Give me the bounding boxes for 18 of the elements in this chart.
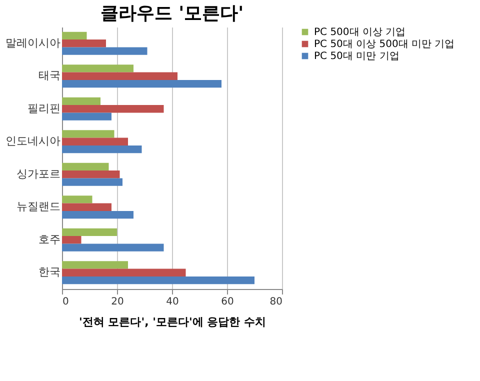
x-axis-title: '전혀 모른다', '모른다'에 응답한 수치	[79, 316, 266, 328]
x-tick-label: 80	[270, 296, 282, 308]
y-tick-label: 태국	[38, 69, 60, 82]
y-tick-label: 인도네시아	[6, 134, 60, 148]
y-tick-label: 뉴질랜드	[16, 200, 60, 214]
chart-title: 클라우드 '모른다'	[100, 3, 244, 24]
y-tick-label: 싱가포르	[16, 167, 60, 180]
x-tick-label: 0	[62, 296, 69, 308]
y-tick-label: 필리핀	[28, 102, 60, 115]
x-tick-label: 60	[221, 296, 234, 308]
x-tick-label: 40	[166, 296, 179, 308]
y-tick-label: 말레이시아	[6, 36, 60, 50]
legend-label: PC 500대 이상 기업	[314, 27, 406, 38]
legend-label: PC 50대 미만 기업	[314, 51, 400, 62]
legend-label: PC 50대 이상 500대 미만 기업	[314, 39, 455, 50]
x-tick-label: 20	[111, 296, 124, 308]
y-tick-label: 호주	[38, 232, 60, 246]
y-tick-label: 한국	[38, 266, 60, 279]
